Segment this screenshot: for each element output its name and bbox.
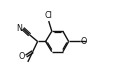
Text: Cl: Cl — [44, 11, 52, 20]
Text: O: O — [19, 52, 25, 61]
Text: N: N — [16, 24, 22, 33]
Text: O: O — [80, 37, 87, 46]
